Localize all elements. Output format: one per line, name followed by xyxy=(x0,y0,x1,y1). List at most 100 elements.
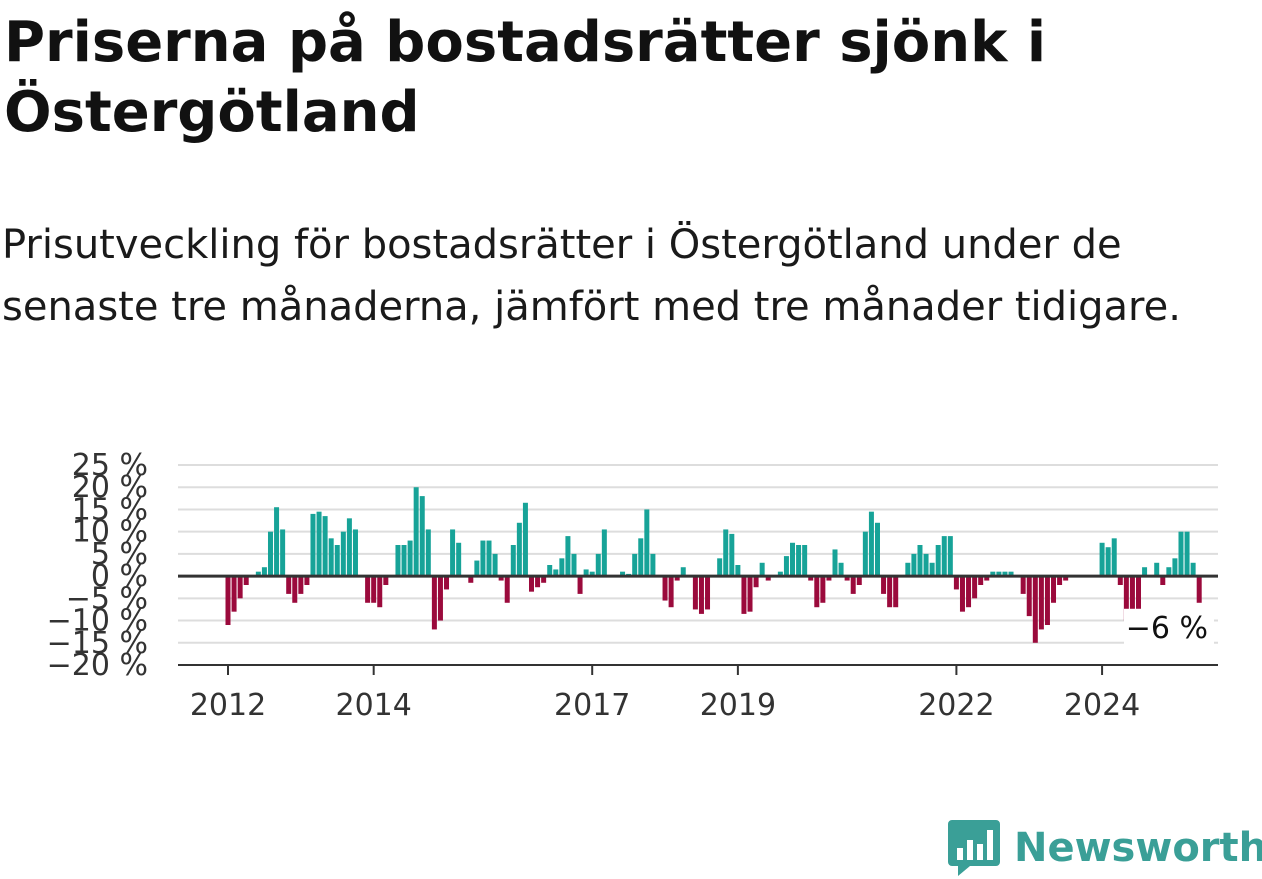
bar xyxy=(456,542,462,577)
bars xyxy=(225,487,1202,643)
bar xyxy=(565,536,571,577)
bar xyxy=(298,576,304,594)
axes xyxy=(178,574,1218,666)
chart-subtitle: Prisutveckling för bostadsrätter i Öster… xyxy=(2,222,1181,330)
last-value-label-background xyxy=(1124,608,1214,647)
bar xyxy=(1166,567,1172,577)
bar xyxy=(905,562,911,577)
bar xyxy=(662,576,668,601)
y-tick-label: −10 % xyxy=(47,604,148,639)
bar xyxy=(437,576,443,621)
bar xyxy=(1117,576,1123,585)
bar xyxy=(1172,558,1178,577)
bar xyxy=(468,576,474,583)
bar xyxy=(1020,576,1026,594)
bar xyxy=(1136,576,1141,612)
bar xyxy=(838,562,844,577)
bar xyxy=(340,531,346,577)
y-tick-label: −20 % xyxy=(47,648,148,683)
bar xyxy=(893,576,899,608)
bar xyxy=(990,571,996,577)
bar xyxy=(868,511,874,577)
bar xyxy=(959,576,965,612)
bar xyxy=(571,553,577,577)
bar xyxy=(1184,531,1190,577)
bar xyxy=(765,576,771,581)
y-tick-label: 0 % xyxy=(91,559,148,594)
bar xyxy=(978,576,984,585)
y-tick-label: 15 % xyxy=(72,492,148,527)
bar xyxy=(1111,538,1117,577)
bar xyxy=(1190,562,1196,577)
bar xyxy=(407,540,413,577)
bar xyxy=(1129,576,1135,612)
bar xyxy=(759,562,765,577)
bar xyxy=(620,571,626,577)
bar xyxy=(419,496,425,577)
x-tick-label: 2019 xyxy=(700,688,776,723)
bar xyxy=(401,545,407,577)
bar xyxy=(322,516,328,577)
bar xyxy=(1051,576,1057,603)
bar xyxy=(856,576,862,585)
bar xyxy=(504,576,510,603)
bar xyxy=(1142,567,1148,577)
bar xyxy=(529,576,534,592)
bar xyxy=(274,507,280,577)
bar xyxy=(231,576,237,612)
bar xyxy=(498,576,504,581)
bar xyxy=(972,576,978,599)
bar xyxy=(541,576,547,583)
bar xyxy=(735,565,741,577)
bar xyxy=(492,553,498,577)
bar xyxy=(680,567,686,577)
bar xyxy=(862,531,868,577)
bar xyxy=(644,509,650,577)
bar xyxy=(431,576,437,630)
bar xyxy=(334,545,340,577)
bar xyxy=(747,576,753,612)
x-tick-label: 2024 xyxy=(1064,688,1140,723)
bar xyxy=(668,576,674,608)
bar xyxy=(286,576,292,594)
bar-chart: 25 %20 %15 %10 %5 %0 %−5 %−10 %−15 %−20 … xyxy=(47,448,1218,723)
bar xyxy=(1032,576,1038,643)
bar xyxy=(595,553,601,577)
bar xyxy=(577,576,583,594)
bar xyxy=(698,576,704,614)
bar xyxy=(947,536,953,577)
bar xyxy=(826,576,832,581)
bar xyxy=(522,502,528,577)
bar xyxy=(547,565,553,577)
bar xyxy=(1123,576,1129,621)
bar xyxy=(808,576,814,581)
last-value-label: −6 % xyxy=(1126,611,1208,646)
gridlines xyxy=(178,464,1218,666)
annotations: −6 % xyxy=(1124,608,1214,647)
bar xyxy=(917,545,923,577)
bar xyxy=(450,529,456,577)
bar xyxy=(316,511,322,577)
bar xyxy=(850,576,856,594)
bar xyxy=(881,576,887,594)
bar xyxy=(650,553,656,577)
bar xyxy=(741,576,747,614)
bar xyxy=(1026,576,1032,617)
bar xyxy=(255,571,261,577)
y-tick-label: −15 % xyxy=(47,626,148,661)
bar xyxy=(723,529,729,577)
bar xyxy=(887,576,893,608)
bar xyxy=(692,576,698,610)
y-tick-label: 25 % xyxy=(72,448,148,483)
bar xyxy=(1008,571,1014,577)
bar xyxy=(1002,571,1008,577)
bar xyxy=(559,558,565,577)
bar xyxy=(911,553,917,577)
bar xyxy=(1063,576,1069,581)
x-tick-label: 2022 xyxy=(918,688,994,723)
bar xyxy=(486,540,492,577)
bar xyxy=(996,571,1002,577)
bar xyxy=(832,549,838,577)
x-tick-label: 2012 xyxy=(190,688,266,723)
bar xyxy=(510,545,516,577)
